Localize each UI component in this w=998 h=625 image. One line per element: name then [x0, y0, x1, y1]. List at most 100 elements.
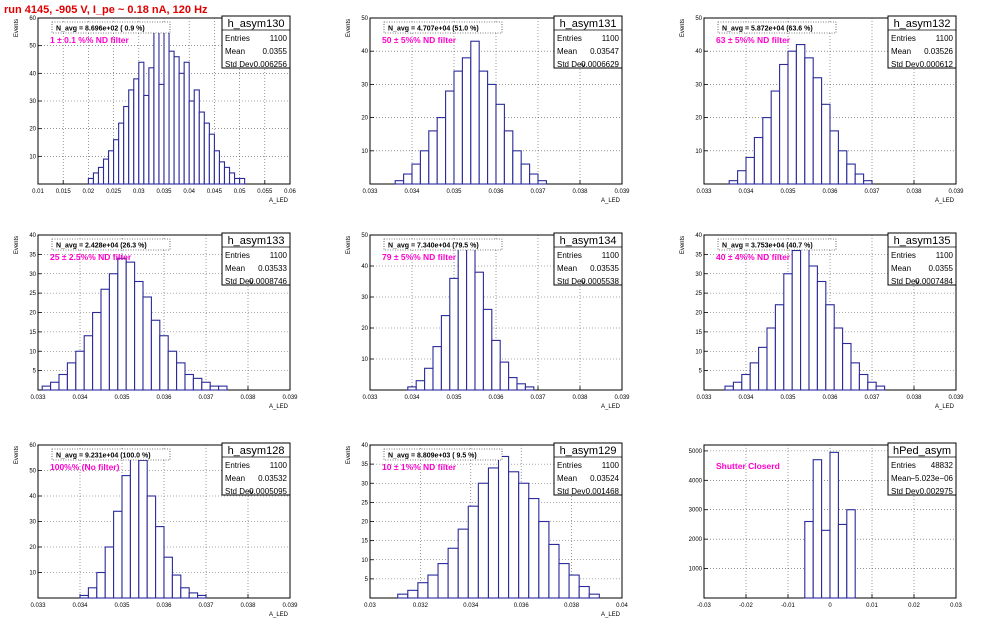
x-tick-label: 0.03 [364, 603, 376, 609]
y-tick-label: 40 [361, 443, 368, 449]
histogram-bin [499, 361, 510, 391]
histogram-bin [203, 122, 210, 185]
y-axis-label: Events [14, 19, 20, 37]
y-tick-label: 1000 [689, 567, 703, 573]
stats-label: Mean [557, 474, 577, 483]
page-title: run 4145, -905 V, I_pe ~ 0.18 nA, 120 Hz [4, 4, 208, 16]
histogram-bin [92, 311, 102, 391]
histogram-bin [800, 246, 810, 391]
stats-value: 0.0005095 [249, 487, 287, 496]
x-tick-label: 0.037 [198, 603, 214, 609]
histogram-bin [474, 271, 484, 391]
histogram-bin [741, 373, 751, 391]
y-tick-label: 25 [695, 291, 702, 297]
stats-value: 0.03524 [590, 474, 619, 483]
stats-value: 1100 [270, 251, 288, 260]
legend-text: N_avg = 9.231e+04 (100.0 %) [56, 453, 151, 460]
stats-title: h_asym135 [894, 235, 951, 247]
stats-title: h_asym132 [894, 18, 951, 30]
histogram-bin [138, 459, 148, 599]
y-tick-label: 10 [29, 154, 36, 160]
y-tick-label: 20 [29, 311, 36, 317]
histogram-bins [41, 257, 228, 391]
x-axis-label: A_LED [269, 612, 289, 618]
x-tick-label: 0.03 [133, 189, 145, 195]
y-tick-label: 50 [695, 16, 702, 22]
histogram-bin [516, 383, 526, 391]
y-tick-label: 60 [29, 16, 36, 22]
histogram-bin [524, 386, 535, 391]
histogram-bin [503, 130, 514, 185]
y-tick-label: 10 [29, 349, 36, 355]
histogram-bin [96, 571, 106, 599]
y-tick-label: 20 [361, 520, 368, 526]
histogram-bin [528, 497, 540, 599]
x-tick-label: 0.04 [616, 603, 628, 609]
histogram-bin [461, 57, 472, 185]
stats-box [887, 442, 957, 496]
stats-label: Std Dev [557, 487, 585, 496]
stats-title: h_asym129 [560, 445, 617, 457]
y-tick-label: 4000 [689, 478, 703, 484]
stats-label: Entries [891, 461, 916, 470]
x-tick-label: 0.036 [822, 189, 838, 195]
histogram-bin [108, 150, 115, 185]
x-tick-label: 0.033 [362, 395, 378, 401]
x-tick-label: 0.038 [240, 395, 256, 401]
y-tick-label: 20 [695, 311, 702, 317]
histogram-bins [407, 240, 535, 391]
histogram-bin [795, 44, 806, 185]
histogram-bin [495, 103, 505, 185]
y-tick-label: 40 [29, 233, 36, 239]
histogram-bin [732, 381, 743, 391]
stats-value: 0.0005538 [581, 277, 619, 286]
x-tick-label: 0.039 [282, 603, 298, 609]
histogram-bin [846, 163, 856, 185]
histogram-bin [588, 593, 600, 599]
y-tick-label: 50 [361, 16, 368, 22]
histogram-bin [487, 467, 500, 599]
y-tick-label: 40 [361, 49, 368, 55]
x-tick-label: 0.055 [257, 189, 273, 195]
histogram-bin [407, 386, 417, 391]
histogram-bin [129, 449, 140, 599]
y-tick-label: 30 [361, 82, 368, 88]
histogram-bin [558, 563, 570, 599]
legend-text: N_avg = 4.707e+04 (51.0 %) [388, 26, 479, 33]
stats-value: 1100 [270, 34, 288, 43]
x-tick-label: 0.033 [696, 189, 712, 195]
legend-box [383, 448, 503, 461]
histogram-bin [188, 592, 199, 599]
histogram-bins [87, 22, 246, 185]
histogram-bin [447, 547, 459, 599]
stats-label: Std Dev [891, 487, 919, 496]
x-tick-label: 0.02 [83, 189, 95, 195]
histogram-bin [97, 166, 105, 185]
stats-box [221, 15, 291, 69]
histogram-bin [833, 327, 844, 391]
x-tick-label: 0.037 [530, 189, 546, 195]
stats-label: Mean [557, 264, 577, 273]
histogram-bin [228, 172, 236, 185]
histogram-bin [184, 373, 194, 391]
histogram-bin [223, 166, 231, 185]
y-tick-label: 20 [361, 116, 368, 122]
x-tick-label: 0.037 [864, 395, 880, 401]
stats-label: Std Dev [225, 277, 253, 286]
histogram-bin [808, 265, 818, 391]
histogram-bin [66, 362, 77, 391]
stats-label: Std Dev [225, 60, 253, 69]
stats-label: Mean [225, 47, 245, 56]
stats-title: h_asym131 [560, 18, 617, 30]
stats-value: 0.0008746 [249, 277, 287, 286]
x-tick-label: 0.038 [240, 603, 256, 609]
stats-label: Mean [891, 264, 911, 273]
histogram-bin [821, 103, 831, 185]
histogram-bin [403, 173, 413, 185]
histogram-bin [192, 377, 203, 391]
x-tick-label: 0.036 [488, 189, 504, 195]
histogram-bin [178, 72, 185, 185]
histogram-bin [858, 373, 869, 391]
stats-value: 0.006256 [254, 60, 288, 69]
y-tick-label: 20 [695, 116, 702, 122]
